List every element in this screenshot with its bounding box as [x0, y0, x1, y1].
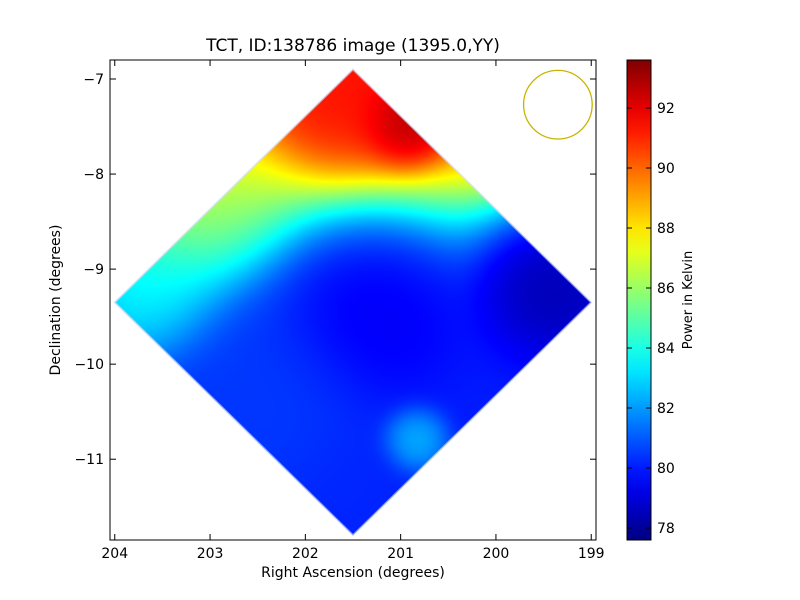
chart-title: TCT, ID:138786 image (1395.0,YY) [205, 36, 500, 56]
colorbar-tick-label: 86 [657, 281, 675, 297]
footprint-edge [113, 68, 593, 537]
x-tick-label: 201 [387, 546, 414, 562]
x-tick-label: 199 [578, 546, 605, 562]
colorbar-label: Power in Kelvin [681, 251, 696, 349]
y-ticks: −7 −8 −9 −10 −11 [74, 72, 596, 468]
colorbar-tick-label: 92 [657, 101, 675, 117]
colorbar-tick-label: 80 [657, 461, 675, 477]
colorbar-tick-label: 84 [657, 341, 675, 357]
y-tick-label: −9 [83, 262, 104, 278]
y-axis-label: Declination (degrees) [48, 225, 64, 376]
y-tick-label: −11 [74, 452, 104, 468]
x-tick-label: 204 [101, 546, 128, 562]
x-tick-label: 203 [197, 546, 224, 562]
y-tick-label: −8 [83, 167, 104, 183]
y-tick-label: −10 [74, 357, 104, 373]
colorbar-tick-label: 82 [657, 401, 675, 417]
colorbar-tick-label: 78 [657, 521, 675, 537]
colorbar-tick-label: 88 [657, 221, 675, 237]
beam-circle [522, 69, 593, 140]
x-tick-label: 202 [292, 546, 319, 562]
x-tick-label: 200 [483, 546, 510, 562]
x-axis-label: Right Ascension (degrees) [261, 565, 445, 581]
axes-frame [109, 59, 597, 541]
x-ticks: 204 203 202 201 200 199 [101, 60, 605, 562]
colorbar-ticks: 78 80 82 84 86 88 90 92 [627, 101, 675, 537]
y-tick-label: −7 [83, 72, 104, 88]
colorbar [626, 59, 652, 541]
colorbar-tick-label: 90 [657, 161, 675, 177]
